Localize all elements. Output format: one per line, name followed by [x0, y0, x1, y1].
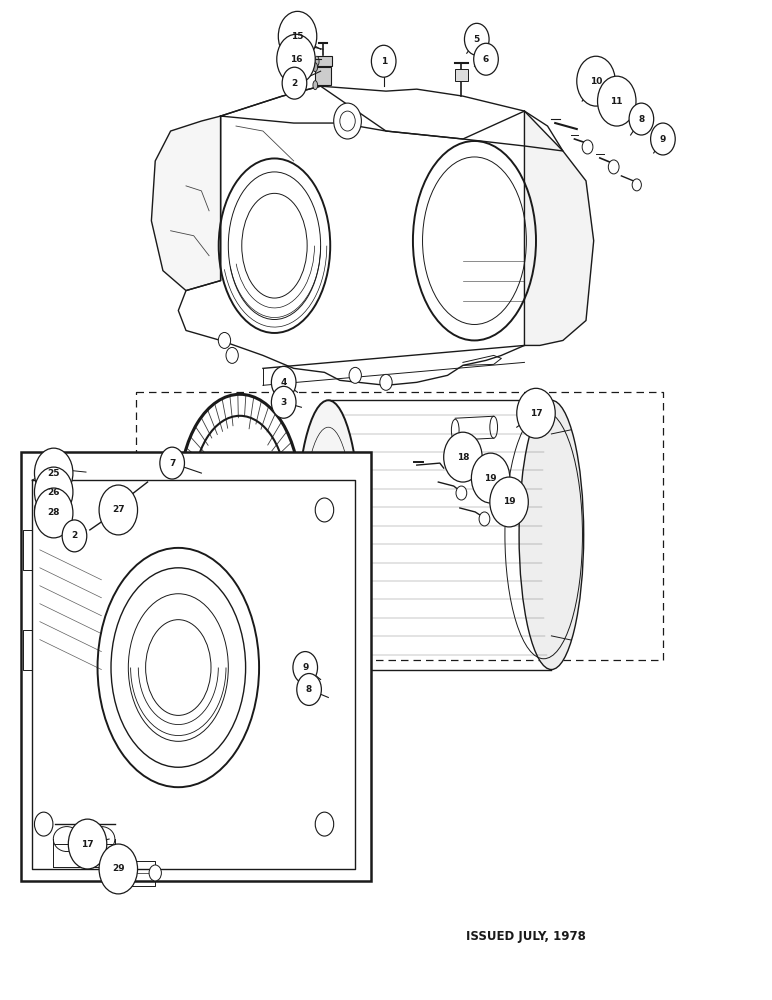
Text: 17: 17 — [530, 409, 542, 418]
Circle shape — [334, 103, 361, 139]
Circle shape — [380, 374, 392, 390]
Text: 26: 26 — [47, 488, 60, 497]
Circle shape — [629, 103, 654, 135]
Circle shape — [68, 819, 107, 869]
Circle shape — [99, 844, 137, 894]
Text: 28: 28 — [47, 508, 60, 517]
Circle shape — [293, 652, 317, 683]
Circle shape — [479, 512, 490, 526]
Ellipse shape — [76, 500, 81, 512]
Ellipse shape — [313, 81, 317, 90]
Circle shape — [582, 140, 593, 154]
Circle shape — [35, 488, 73, 538]
Circle shape — [474, 43, 498, 75]
Ellipse shape — [313, 63, 317, 72]
Text: ISSUED JULY, 1978: ISSUED JULY, 1978 — [466, 930, 586, 943]
Circle shape — [76, 483, 87, 497]
Circle shape — [315, 498, 334, 522]
Ellipse shape — [296, 400, 361, 670]
Ellipse shape — [73, 531, 80, 543]
Text: 1: 1 — [381, 57, 387, 66]
Bar — [455, 69, 468, 81]
Text: 16: 16 — [290, 55, 303, 64]
Circle shape — [35, 812, 53, 836]
Text: 19: 19 — [484, 474, 497, 483]
Circle shape — [577, 56, 615, 106]
Text: 8: 8 — [306, 685, 312, 694]
Circle shape — [490, 477, 528, 527]
Text: 4: 4 — [280, 378, 287, 387]
Text: 2: 2 — [291, 79, 297, 88]
Circle shape — [651, 123, 676, 155]
Text: 2: 2 — [71, 531, 78, 540]
Bar — [78, 500, 95, 512]
Circle shape — [218, 332, 231, 348]
Text: 9: 9 — [302, 663, 309, 672]
Text: 8: 8 — [638, 115, 645, 124]
Polygon shape — [151, 116, 221, 291]
Circle shape — [149, 865, 161, 881]
Text: 6: 6 — [482, 55, 489, 64]
Circle shape — [465, 23, 489, 55]
Circle shape — [516, 388, 555, 438]
Ellipse shape — [73, 509, 80, 521]
Text: 18: 18 — [457, 453, 469, 462]
Bar — [21, 452, 371, 881]
Bar — [76, 515, 95, 537]
Circle shape — [99, 485, 137, 535]
Circle shape — [444, 432, 482, 482]
Circle shape — [371, 45, 396, 77]
Text: 5: 5 — [474, 35, 480, 44]
Circle shape — [35, 448, 73, 498]
Bar — [317, 56, 332, 66]
Text: 17: 17 — [81, 840, 94, 849]
Circle shape — [296, 674, 321, 705]
Circle shape — [160, 447, 185, 479]
Text: 29: 29 — [112, 864, 124, 873]
Circle shape — [456, 486, 467, 500]
Circle shape — [315, 812, 334, 836]
Circle shape — [35, 498, 53, 522]
Circle shape — [272, 366, 296, 398]
Circle shape — [35, 467, 73, 517]
Ellipse shape — [314, 56, 319, 66]
Text: 10: 10 — [590, 77, 602, 86]
Text: 11: 11 — [611, 97, 623, 106]
Text: 9: 9 — [660, 135, 666, 144]
Text: 25: 25 — [47, 469, 60, 478]
Circle shape — [608, 160, 619, 174]
Circle shape — [279, 11, 317, 61]
Text: 15: 15 — [291, 32, 304, 41]
Circle shape — [326, 666, 338, 681]
Circle shape — [226, 347, 239, 363]
Circle shape — [277, 34, 315, 84]
Polygon shape — [524, 111, 594, 345]
Circle shape — [272, 386, 296, 418]
Circle shape — [282, 67, 306, 99]
Text: 7: 7 — [169, 459, 175, 468]
Circle shape — [63, 520, 86, 552]
Circle shape — [70, 460, 83, 476]
Text: 19: 19 — [503, 497, 516, 506]
Text: 3: 3 — [280, 398, 287, 407]
Circle shape — [349, 367, 361, 383]
Circle shape — [598, 76, 636, 126]
Circle shape — [472, 453, 510, 503]
Ellipse shape — [519, 400, 584, 670]
Bar — [315, 67, 330, 85]
Text: 27: 27 — [112, 505, 124, 514]
Circle shape — [632, 179, 642, 191]
